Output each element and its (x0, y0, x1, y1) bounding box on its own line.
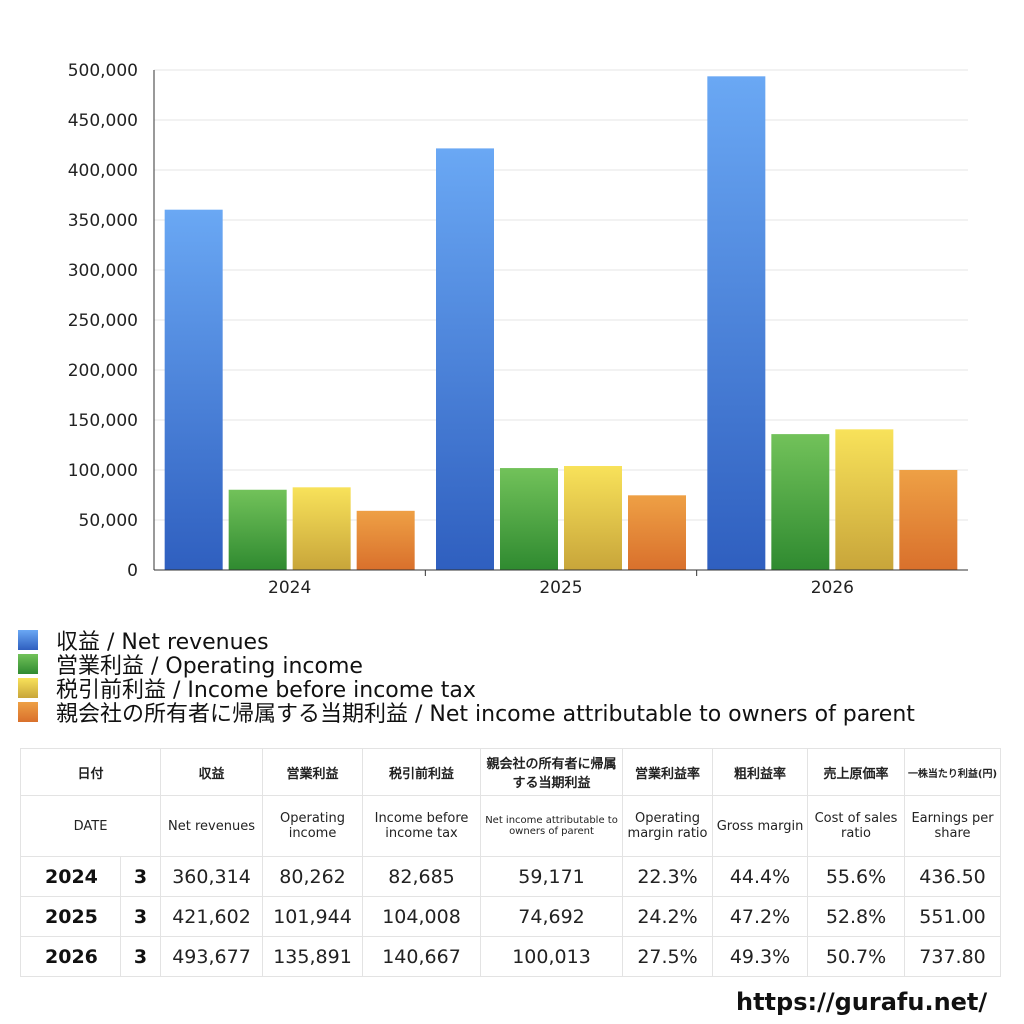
header-operating-margin-en: Operating margin ratio (622, 795, 714, 857)
legend-item: 親会社の所有者に帰属する当期利益 / Net income attributab… (18, 700, 915, 727)
header-gross-margin-jp: 粗利益率 (712, 748, 809, 796)
y-tick-label: 50,000 (79, 511, 138, 531)
cell-net-income: 59,171 (480, 856, 624, 897)
cell-operating-income: 80,262 (262, 856, 364, 897)
row-month: 3 (119, 896, 162, 937)
bar (356, 510, 415, 570)
header-date-en: DATE (19, 795, 162, 857)
source-url[interactable]: https://gurafu.net/ (736, 988, 988, 1016)
header-operating-margin-jp: 営業利益率 (622, 748, 714, 796)
bar-chart: 0 50,000 100,000 150,000 200,000 250,000 300,0… (68, 61, 968, 598)
y-tick-label: 500,000 (68, 61, 138, 81)
header-eps-jp: 一株当たり利益(円) (904, 748, 1002, 796)
header-revenues-jp: 収益 (160, 748, 264, 796)
financial-table: 日付 収益 営業利益 税引前利益 親会社の所有者に帰属する当期利益 営業利益率 … (19, 748, 1002, 977)
header-cost-ratio-jp: 売上原価率 (807, 748, 906, 796)
cell-operating-margin: 22.3% (622, 856, 714, 897)
header-cost-ratio-en: Cost of sales ratio (807, 795, 906, 857)
cell-eps: 436.50 (904, 856, 1002, 897)
bar (899, 469, 958, 570)
table-row: 2024 3 360,314 80,262 82,685 59,171 22.3… (20, 856, 1002, 897)
header-gross-margin-en: Gross margin (712, 795, 809, 857)
header-date-jp: 日付 (19, 748, 162, 796)
legend: 収益 / Net revenues 営業利益 / Operating incom… (18, 628, 915, 727)
bar (628, 495, 686, 570)
header-eps-en: Earnings per share (904, 795, 1002, 857)
cell-gross-margin: 49.3% (712, 936, 809, 977)
cell-operating-income: 135,891 (262, 936, 364, 977)
header-pretax-income-jp: 税引前利益 (362, 748, 482, 796)
cell-operating-income: 101,944 (262, 896, 364, 937)
header-operating-income-en: Operating income (262, 795, 364, 857)
y-tick-label: 0 (127, 561, 138, 581)
y-tick-label: 350,000 (68, 211, 138, 231)
table-row: 2025 3 421,602 101,944 104,008 74,692 24… (20, 896, 1002, 937)
row-month: 3 (119, 856, 162, 897)
bar (564, 465, 622, 570)
y-tick-label: 100,000 (68, 461, 138, 481)
cell-net-income: 100,013 (480, 936, 624, 977)
bar (164, 209, 223, 570)
cell-cost-ratio: 50.7% (807, 936, 906, 977)
cell-revenues: 360,314 (160, 856, 264, 897)
x-tick-label: 2025 (539, 578, 582, 598)
cell-eps: 551.00 (904, 896, 1002, 937)
header-operating-income-jp: 営業利益 (262, 748, 364, 796)
x-tick-label: 2024 (268, 578, 311, 598)
cell-revenues: 493,677 (160, 936, 264, 977)
legend-item: 税引前利益 / Income before income tax (18, 676, 915, 703)
legend-label: 親会社の所有者に帰属する当期利益 / Net income attributab… (56, 702, 915, 727)
cell-gross-margin: 47.2% (712, 896, 809, 937)
cell-cost-ratio: 52.8% (807, 896, 906, 937)
y-tick-label: 300,000 (68, 261, 138, 281)
cell-gross-margin: 44.4% (712, 856, 809, 897)
legend-label: 税引前利益 / Income before income tax (56, 678, 476, 703)
cell-cost-ratio: 55.6% (807, 856, 906, 897)
row-year: 2024 (20, 856, 121, 897)
cell-eps: 737.80 (904, 936, 1002, 977)
table-row: 2026 3 493,677 135,891 140,667 100,013 2… (20, 936, 1002, 977)
row-year: 2025 (20, 896, 121, 937)
cell-pretax-income: 104,008 (362, 896, 482, 937)
bar (228, 489, 287, 570)
legend-swatch-net-revenues (18, 630, 38, 650)
header-pretax-income-en: Income before income tax (362, 795, 482, 857)
y-tick-label: 400,000 (68, 161, 138, 181)
legend-item: 営業利益 / Operating income (18, 652, 915, 679)
cell-pretax-income: 140,667 (362, 936, 482, 977)
header-row-jp: 日付 収益 営業利益 税引前利益 親会社の所有者に帰属する当期利益 営業利益率 … (19, 748, 1002, 796)
cell-operating-margin: 27.5% (622, 936, 714, 977)
y-tick-label: 200,000 (68, 361, 138, 381)
header-row-en: DATE Net revenues Operating income Incom… (19, 795, 1002, 857)
y-tick-label: 450,000 (68, 111, 138, 131)
legend-label: 収益 / Net revenues (56, 630, 269, 655)
legend-label: 営業利益 / Operating income (56, 654, 363, 679)
header-net-income-jp: 親会社の所有者に帰属する当期利益 (480, 748, 624, 796)
cell-revenues: 421,602 (160, 896, 264, 937)
row-month: 3 (119, 936, 162, 977)
cell-operating-margin: 24.2% (622, 896, 714, 937)
legend-item: 収益 / Net revenues (18, 628, 915, 655)
bar (835, 429, 894, 570)
y-tick-label: 150,000 (68, 411, 138, 431)
row-year: 2026 (20, 936, 121, 977)
header-net-income-en: Net income attributable to owners of par… (480, 795, 624, 857)
bar (771, 434, 830, 570)
bar (292, 487, 351, 570)
x-tick-label: 2026 (811, 578, 854, 598)
legend-swatch-net-income (18, 702, 38, 722)
legend-swatch-operating-income (18, 654, 38, 674)
y-tick-label: 250,000 (68, 311, 138, 331)
bar (500, 468, 558, 570)
cell-pretax-income: 82,685 (362, 856, 482, 897)
cell-net-income: 74,692 (480, 896, 624, 937)
legend-swatch-income-before-tax (18, 678, 38, 698)
header-revenues-en: Net revenues (160, 795, 264, 857)
bar (436, 148, 494, 570)
bar (707, 76, 766, 570)
